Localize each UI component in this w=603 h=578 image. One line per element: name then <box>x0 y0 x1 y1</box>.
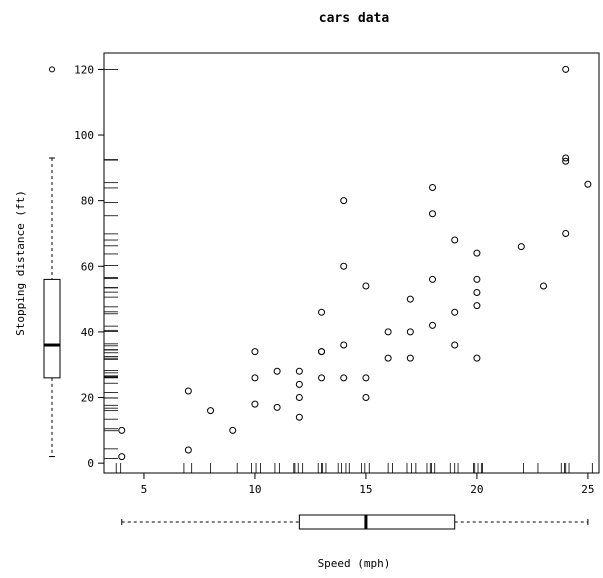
data-point <box>362 282 370 290</box>
data-point <box>362 374 370 382</box>
data-point <box>251 400 259 408</box>
data-point <box>429 184 437 192</box>
data-point <box>251 374 259 382</box>
x-tick-label: 15 <box>359 483 372 496</box>
data-point <box>562 229 570 237</box>
data-point <box>384 328 392 336</box>
y-axis: 0 20 40 60 80 100 120 <box>74 63 104 470</box>
x-tick-label: 25 <box>581 483 594 496</box>
data-point <box>429 210 437 218</box>
data-point <box>562 65 570 73</box>
data-point <box>473 249 481 257</box>
data-point <box>384 354 392 362</box>
data-point <box>118 426 126 434</box>
x-axis-label: Speed (mph) <box>318 557 391 570</box>
data-point <box>295 413 303 421</box>
y-tick-label: 0 <box>87 457 94 470</box>
plot-frame <box>103 52 600 474</box>
x-axis: 5 10 15 20 25 <box>141 473 595 496</box>
data-point <box>451 308 459 316</box>
x-boxplot <box>121 514 589 530</box>
y-box <box>43 278 61 379</box>
data-point <box>406 295 414 303</box>
y-tick-label: 120 <box>74 63 94 76</box>
data-point <box>562 157 570 165</box>
chart-title: cars data <box>319 11 390 26</box>
data-point <box>340 262 348 270</box>
data-points <box>118 65 592 461</box>
data-point <box>295 394 303 402</box>
data-point <box>473 275 481 283</box>
data-point <box>207 407 215 415</box>
data-point <box>429 275 437 283</box>
data-point <box>340 197 348 205</box>
data-point <box>473 354 481 362</box>
data-point <box>184 387 192 395</box>
y-tick-label: 40 <box>81 326 94 339</box>
data-point <box>473 289 481 297</box>
data-point <box>318 308 326 316</box>
data-point <box>295 380 303 388</box>
x-tick-label: 10 <box>248 483 261 496</box>
y-box-outlier <box>49 66 55 73</box>
y-tick-label: 60 <box>81 260 94 273</box>
x-tick-label: 5 <box>141 483 148 496</box>
data-point <box>473 302 481 310</box>
data-point <box>517 243 525 251</box>
y-tick-label: 20 <box>81 392 94 405</box>
data-point <box>340 341 348 349</box>
data-point <box>295 367 303 375</box>
data-point <box>540 282 548 290</box>
x-box <box>298 514 456 530</box>
data-point <box>118 453 126 461</box>
data-point <box>340 374 348 382</box>
y-axis-label: Stopping distance (ft) <box>14 190 27 336</box>
rug-marks <box>104 69 593 473</box>
data-point <box>451 236 459 244</box>
data-point <box>318 348 326 356</box>
y-boxplot <box>43 66 61 458</box>
y-tick-label: 100 <box>74 129 94 142</box>
data-point <box>318 374 326 382</box>
y-tick-label: 80 <box>81 195 94 208</box>
data-point <box>584 180 592 188</box>
x-tick-label: 20 <box>470 483 483 496</box>
data-point <box>451 341 459 349</box>
data-point <box>562 154 570 162</box>
data-point <box>273 367 281 375</box>
data-point <box>184 446 192 454</box>
data-point <box>406 354 414 362</box>
data-point <box>362 394 370 402</box>
data-point <box>273 403 281 411</box>
data-point <box>251 348 259 356</box>
data-point <box>406 328 414 336</box>
data-point <box>229 426 237 434</box>
data-point <box>429 321 437 329</box>
